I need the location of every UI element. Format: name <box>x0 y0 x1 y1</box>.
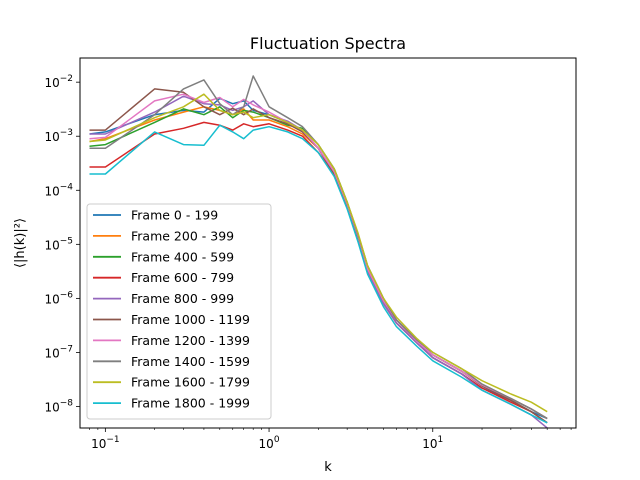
series-line-9 <box>89 124 548 424</box>
legend-label-9: Frame 1800 - 1999 <box>131 396 250 411</box>
y-axis-label: ⟨|h(k)|²⟩ <box>13 218 28 268</box>
legend-label-0: Frame 0 - 199 <box>131 208 218 223</box>
plot-frame <box>79 57 577 429</box>
y-tick-label: 10−8 <box>44 398 73 414</box>
legend-label-2: Frame 400 - 599 <box>131 249 234 264</box>
y-tick-label: 10−7 <box>44 344 73 360</box>
chart-title: Fluctuation Spectra <box>250 34 406 53</box>
legend-box <box>86 203 272 420</box>
x-axis-ticks: 10−1 100 101 <box>89 428 572 451</box>
y-tick-label: 10−4 <box>44 182 73 198</box>
legend-label-3: Frame 600 - 799 <box>131 270 234 285</box>
legend-label-7: Frame 1400 - 1599 <box>131 354 250 369</box>
legend-label-4: Frame 800 - 999 <box>131 291 234 306</box>
legend-label-1: Frame 200 - 399 <box>131 228 234 243</box>
legend-label-6: Frame 1200 - 1399 <box>131 333 250 348</box>
legend: Frame 0 - 199 Frame 200 - 399 Frame 400 - … <box>86 203 272 420</box>
x-tick-label: 100 <box>259 435 280 451</box>
series-line-8 <box>89 93 548 413</box>
x-tick-label: 101 <box>422 435 443 451</box>
y-tick-label: 10−6 <box>44 290 73 306</box>
x-axis-label: k <box>324 460 332 475</box>
y-tick-label: 10−5 <box>44 236 73 252</box>
y-tick-label: 10−3 <box>44 128 73 144</box>
series-line-6 <box>89 93 548 420</box>
plot-layer <box>89 75 548 428</box>
legend-label-5: Frame 1000 - 1199 <box>131 312 250 327</box>
legend-label-8: Frame 1600 - 1799 <box>131 375 250 390</box>
y-tick-label: 10−2 <box>44 74 73 90</box>
x-tick-label: 10−1 <box>91 435 120 451</box>
y-axis-ticks: 10−8 10−7 10−6 10−5 10−4 10−3 10−2 <box>44 74 80 414</box>
